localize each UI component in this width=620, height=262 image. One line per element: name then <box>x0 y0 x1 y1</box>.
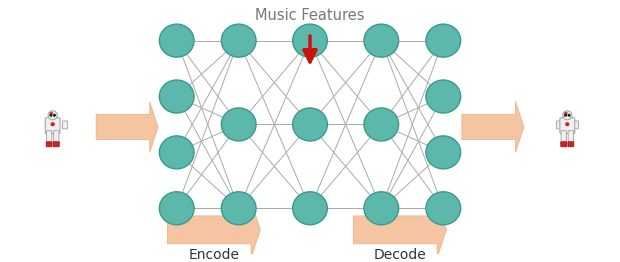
Circle shape <box>568 114 570 116</box>
Ellipse shape <box>364 192 399 225</box>
FancyBboxPatch shape <box>46 131 52 144</box>
Ellipse shape <box>364 108 399 141</box>
FancyBboxPatch shape <box>561 131 567 144</box>
Ellipse shape <box>364 24 399 57</box>
Ellipse shape <box>159 136 194 169</box>
Ellipse shape <box>293 108 327 141</box>
FancyBboxPatch shape <box>45 118 60 134</box>
Text: Decode: Decode <box>373 248 427 262</box>
Ellipse shape <box>565 122 569 126</box>
Ellipse shape <box>221 24 256 57</box>
FancyBboxPatch shape <box>574 121 578 129</box>
Ellipse shape <box>48 111 57 120</box>
Ellipse shape <box>426 136 461 169</box>
Circle shape <box>53 114 55 116</box>
Ellipse shape <box>293 24 327 57</box>
Ellipse shape <box>159 80 194 113</box>
Ellipse shape <box>564 112 568 114</box>
Circle shape <box>565 114 567 116</box>
FancyArrow shape <box>167 202 260 258</box>
Ellipse shape <box>51 122 55 126</box>
FancyArrow shape <box>353 202 446 258</box>
FancyBboxPatch shape <box>560 118 575 134</box>
Text: Music Features: Music Features <box>255 8 365 23</box>
Ellipse shape <box>426 192 461 225</box>
FancyArrow shape <box>462 102 524 152</box>
FancyBboxPatch shape <box>568 142 574 147</box>
FancyBboxPatch shape <box>45 121 50 129</box>
Ellipse shape <box>159 24 194 57</box>
Ellipse shape <box>159 192 194 225</box>
Ellipse shape <box>221 192 256 225</box>
FancyBboxPatch shape <box>53 142 60 147</box>
Ellipse shape <box>426 24 461 57</box>
Text: Encode: Encode <box>188 248 239 262</box>
FancyBboxPatch shape <box>46 142 52 147</box>
FancyBboxPatch shape <box>63 121 68 129</box>
Ellipse shape <box>293 192 327 225</box>
Circle shape <box>50 114 52 116</box>
FancyArrow shape <box>96 102 158 152</box>
Ellipse shape <box>426 80 461 113</box>
Ellipse shape <box>221 108 256 141</box>
FancyBboxPatch shape <box>53 131 59 144</box>
Ellipse shape <box>563 111 572 120</box>
FancyBboxPatch shape <box>568 131 574 144</box>
FancyBboxPatch shape <box>557 121 561 129</box>
FancyBboxPatch shape <box>560 142 567 147</box>
Ellipse shape <box>50 112 53 114</box>
